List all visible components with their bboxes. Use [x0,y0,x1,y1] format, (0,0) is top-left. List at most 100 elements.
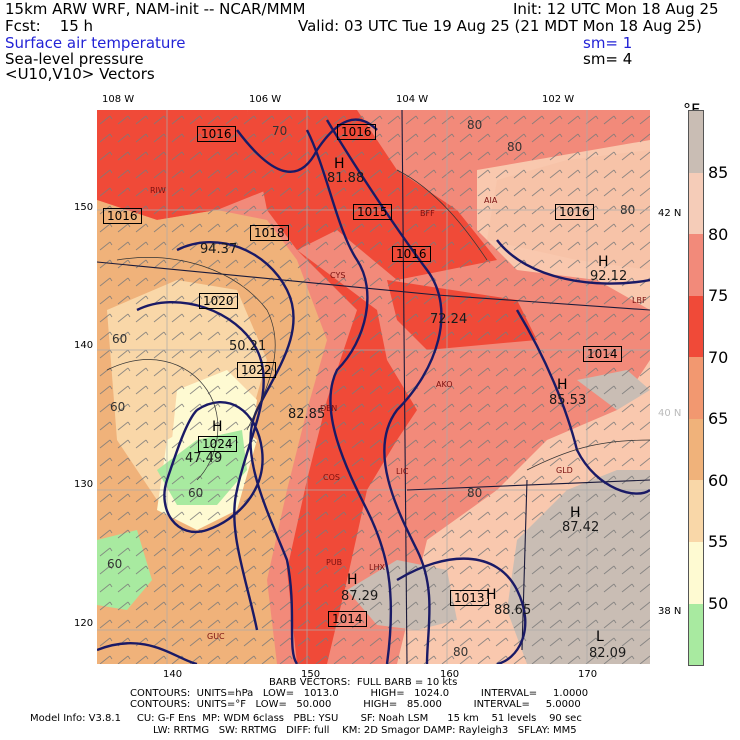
isobar-label: 1014 [328,611,367,627]
isobar-label: 1018 [250,225,289,241]
high-marker: H [334,156,345,172]
colorbar-swatch [689,418,703,481]
station-label: LBF [632,296,647,305]
grid-label-b150: 150 [301,669,321,680]
temp-contour-label: 80 [507,140,523,154]
temp-contour-label: 60 [110,400,126,414]
temp-contour-label: 60 [188,486,204,500]
colorbar-label: 60 [708,471,729,490]
isobar-label: 1015 [353,204,392,220]
colorbar-swatch [689,603,703,666]
colorbar-label: 55 [708,532,729,551]
grid-label-b170: 170 [578,669,598,680]
colorbar [688,110,704,666]
field-pressure: Sea-level pressure [5,50,144,68]
low-value: 82.09 [589,646,627,661]
station-label: LHX [369,563,385,572]
isobar-label: 1024 [198,436,237,452]
field-temperature: Surface air temperature [5,34,186,52]
station-label: COS [323,473,340,482]
lon-label-102w: 102 W [542,94,575,105]
isobar-label: 1014 [583,346,622,362]
station-label: AIA [484,196,498,205]
high-marker: H [598,254,609,270]
init-time: Init: 12 UTC Mon 18 Aug 25 [513,0,719,18]
grid-label-140: 140 [74,340,94,351]
high-value: 85.53 [549,393,587,408]
station-label: AKO [436,380,453,389]
colorbar-swatch [689,234,703,296]
high-value: 82.85 [288,407,326,422]
high-value: 81.88 [327,171,365,186]
colorbar-label: 50 [708,594,729,613]
temp-contour-label: 80 [467,118,483,132]
high-marker: H [212,419,223,435]
field-vectors: <U10,V10> Vectors [5,65,155,83]
isobar-label: 1020 [199,293,238,309]
temp-contour-label: 70 [272,124,288,138]
station-label: CYS [330,271,346,280]
colorbar-label: 70 [708,348,729,367]
model-info: Model Info: V3.8.1 CU: G-F Ens MP: WDM 6… [30,713,582,724]
isobar-label: 1016 [103,208,142,224]
weather-map [97,110,650,664]
colorbar-swatch [689,480,703,542]
grid-label-b160: 160 [440,669,460,680]
valid-time: Valid: 03 UTC Tue 19 Aug 25 (21 MDT Mon … [298,17,702,35]
isobar-label: 1022 [237,362,276,378]
forecast-hour: Fcst: 15 h [5,17,94,35]
colorbar-label: 65 [708,409,729,428]
high-value: 87.29 [341,589,379,604]
station-label: PUB [326,558,343,567]
isobar-label: 1016 [337,124,376,140]
temperature-contour-info: CONTOURS: UNITS=°F LOW= 50.000 HIGH= 85.… [130,699,581,710]
station-label: RIW [150,186,166,195]
high-value: 94.37 [200,242,238,257]
high-value: 88.65 [494,603,532,618]
lat-label-42n: 42 N [658,208,682,219]
low-value: 72.24 [430,312,468,327]
colorbar-swatch [689,295,703,358]
low-marker: L [596,629,604,645]
model-physics: LW: RRTMG SW: RRTMG DIFF: full KM: 2D Sm… [153,725,577,736]
lat-label-38n: 38 N [658,606,682,617]
high-value: 47.49 [185,451,223,466]
colorbar-swatch [689,111,703,173]
colorbar-label: 80 [708,225,729,244]
isobar-label: 1016 [555,204,594,220]
high-marker: H [486,587,497,603]
isobar-label: 1013 [450,590,489,606]
grid-label-150: 150 [74,202,94,213]
field-temperature-smoothing: sm= 1 [583,34,633,52]
temp-contour-label: 80 [620,203,636,217]
high-marker: H [570,505,581,521]
station-label: GLD [556,466,573,475]
high-value: 92.12 [590,269,628,284]
barb-legend: BARB VECTORS: FULL BARB = 10 kts [269,677,458,688]
station-label: DEN [320,404,338,413]
temp-contour-label: 60 [107,557,123,571]
colorbar-swatch [689,541,703,604]
high-marker: H [557,377,568,393]
lon-label-104w: 104 W [396,94,429,105]
lon-label-108w: 108 W [102,94,135,105]
grid-label-b140: 140 [163,669,183,680]
temp-contour-label: 60 [112,332,128,346]
colorbar-swatch [689,357,703,419]
grid-label-130: 130 [74,479,94,490]
colorbar-label: 85 [708,163,729,182]
model-title: 15km ARW WRF, NAM-init -- NCAR/MMM [5,0,306,18]
temp-contour-label: 80 [467,486,483,500]
station-label: BFF [420,209,435,218]
colorbar-label: 75 [708,286,729,305]
high-value: 50.21 [229,339,267,354]
high-value: 87.42 [562,520,600,535]
isobar-label: 1016 [392,246,431,262]
high-marker: H [347,572,358,588]
field-pressure-smoothing: sm= 4 [583,50,633,68]
station-label: LIC [396,467,409,476]
station-label: GUC [207,632,225,641]
temp-contour-label: 80 [453,645,469,659]
colorbar-swatch [689,172,703,235]
pressure-contour-info: CONTOURS: UNITS=hPa LOW= 1013.0 HIGH= 10… [130,688,589,699]
